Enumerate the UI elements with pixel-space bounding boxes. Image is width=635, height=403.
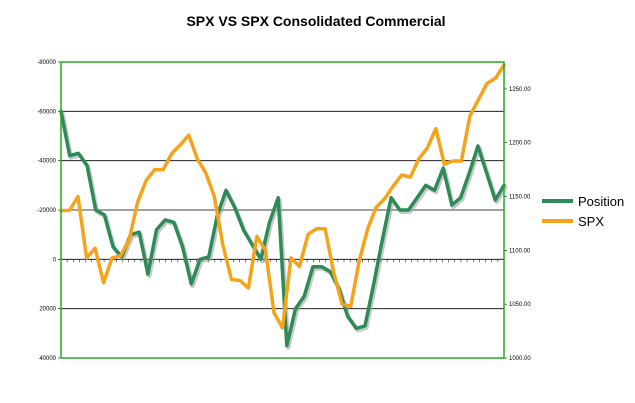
left-tick-label: 40000 [39,356,56,362]
right-tick-label: 1000.00 [509,356,531,362]
left-tick-label: -60000 [37,109,56,115]
legend: Position SPX [542,194,624,229]
left-axis: -80000 -60000 -40000 -20000 0 20000 40000 [37,60,61,362]
right-tick-label: 1050.00 [509,302,531,308]
chart-title: SPX VS SPX Consolidated Commercial [186,13,445,29]
legend-label-position: Position [578,194,624,209]
series-line-position [59,109,506,348]
plot-border [60,61,505,359]
right-tick-label: 1250.00 [509,87,531,93]
right-tick-label: 1150.00 [509,195,531,201]
left-tick-label: -80000 [37,60,56,66]
right-axis: 1000.00 1050.00 1100.00 1150.00 1200.00 1250.… [504,87,531,362]
left-tick-label: 20000 [39,307,56,313]
right-tick-label: 1100.00 [509,248,531,254]
series-lines [59,63,508,350]
left-tick-label: -20000 [37,208,56,214]
right-tick-label: 1200.00 [509,141,531,147]
legend-label-spx: SPX [578,214,604,229]
left-tick-label: 0 [53,257,57,263]
series-line-spx [59,63,506,330]
left-tick-label: -40000 [37,159,56,165]
